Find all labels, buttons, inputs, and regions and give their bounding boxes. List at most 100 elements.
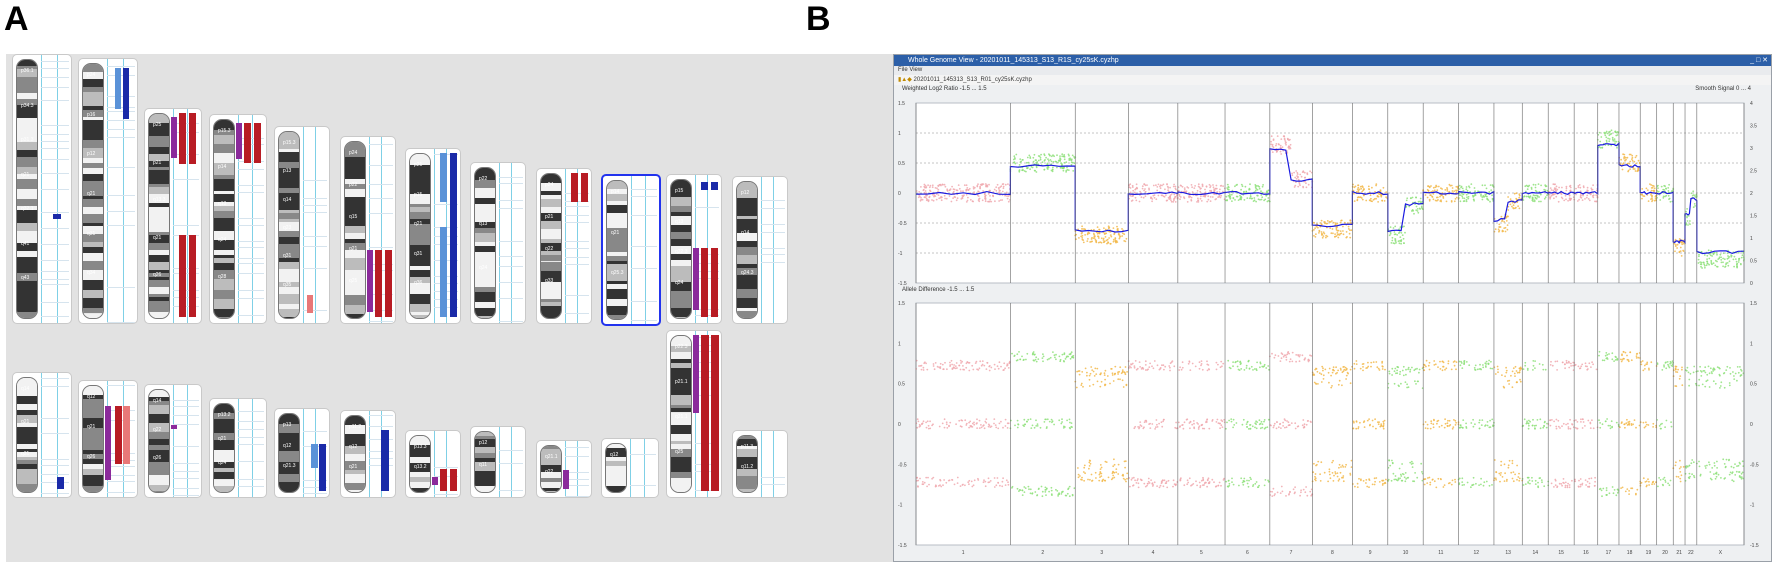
chromosome-card[interactable]: p11.2 q12 q21 <box>340 410 396 498</box>
gain-segment[interactable] <box>115 406 122 465</box>
y-tick-label-right: -0.5 <box>1750 462 1759 468</box>
loss-segment[interactable] <box>450 153 457 317</box>
toolbar-icons[interactable]: ▮▲◆ <box>898 77 914 83</box>
allele-difference-point <box>959 359 962 362</box>
chromosome-card[interactable]: p15.3 p14 q13 q24 q28 <box>209 114 267 324</box>
allele-difference-point <box>1373 477 1376 480</box>
chromosome-card[interactable]: p15.3 p13 q14 q23 q31 q35 <box>274 126 330 324</box>
allele-difference-point <box>1191 484 1193 486</box>
chromosome-card[interactable]: q12 q21 q26 <box>78 380 138 498</box>
log2-ratio-point <box>951 185 953 188</box>
gain-segment[interactable] <box>179 113 186 164</box>
chromosome-card[interactable]: p14 q21 q25.3 <box>601 174 661 326</box>
loh-segment[interactable] <box>693 335 699 413</box>
chromosome-band <box>17 317 37 318</box>
log2-ratio-point <box>952 197 954 199</box>
loss-segment[interactable] <box>57 477 64 489</box>
chromosome-card[interactable]: p12 q11 <box>470 426 526 498</box>
chromosome-card[interactable]: q12 <box>601 438 659 498</box>
chromosome-card[interactable]: p22 q13 q24 <box>470 162 526 324</box>
gain-segment[interactable] <box>581 173 588 202</box>
band-label: p25 <box>153 122 162 128</box>
bottom-track-area[interactable] <box>915 302 1745 546</box>
chromosome-card[interactable]: q21.1 q22 <box>536 440 592 498</box>
loh-segment[interactable] <box>432 477 438 486</box>
chromosome-card[interactable]: p22.3 p21.1 q21.1 q25 <box>666 330 722 498</box>
allele-difference-point <box>1197 426 1200 429</box>
chromosome-card[interactable]: p24 p21 q22 q33 <box>536 168 592 324</box>
allele-difference-point <box>1006 363 1009 365</box>
chromosome-card[interactable]: q14 q21 q31 <box>12 372 72 498</box>
loss-segment[interactable] <box>701 181 708 191</box>
chromosome-band <box>345 219 365 226</box>
allele-difference-point <box>1042 355 1045 358</box>
gain-segment[interactable] <box>450 468 457 491</box>
chromosome-card[interactable]: p25 p21 q13.3 q21 q26 <box>144 108 202 324</box>
mosaic-loss-segment[interactable] <box>311 444 318 468</box>
loh-segment[interactable] <box>693 248 699 311</box>
loss-segment[interactable] <box>123 68 129 119</box>
chromosome-card[interactable]: p13 q12 q21.3 <box>274 408 330 498</box>
loss-segment[interactable] <box>319 444 326 491</box>
allele-difference-point <box>1054 356 1056 359</box>
log2-ratio-point <box>1293 186 1296 188</box>
log2-ratio-point <box>1012 161 1015 164</box>
loh-segment[interactable] <box>367 250 373 312</box>
chromosome-band <box>279 450 299 457</box>
allele-difference-point <box>1058 419 1061 422</box>
chromosome-card[interactable]: p21 p15 q21 q31 q36 <box>405 148 461 324</box>
gain-segment[interactable] <box>571 173 578 202</box>
chromosome-card[interactable]: p36.1 p34.3 p31.3 q21 q32.1 q41 q43 <box>12 54 72 324</box>
mosaic-loss-segment[interactable] <box>115 68 121 109</box>
allele-difference-point <box>1082 385 1084 388</box>
menu-bar[interactable]: File View <box>894 66 1771 75</box>
allele-difference-point <box>934 362 937 364</box>
gain-segment[interactable] <box>711 248 718 317</box>
loss-segment[interactable] <box>381 430 389 491</box>
allele-difference-point <box>1346 371 1349 374</box>
mosaic-gain-segment[interactable] <box>307 294 313 314</box>
loh-segment[interactable] <box>171 117 177 158</box>
gain-segment[interactable] <box>189 113 196 164</box>
log2-ratio-point <box>1123 240 1126 242</box>
loh-segment[interactable] <box>105 406 111 481</box>
gain-segment[interactable] <box>701 248 708 317</box>
gain-segment[interactable] <box>701 335 709 491</box>
allele-difference-point <box>1001 485 1004 488</box>
gain-segment[interactable] <box>375 250 382 317</box>
gain-segment[interactable] <box>179 235 186 317</box>
chromosome-card[interactable]: p24 p16 p12 q21 q31 q34 <box>78 58 138 324</box>
chromosome-band <box>279 261 299 270</box>
allele-difference-point <box>1507 466 1510 469</box>
chromosome-card[interactable]: p13.3 q13.2 <box>405 430 461 498</box>
allele-difference-point <box>1608 353 1610 355</box>
gain-segment[interactable] <box>385 250 392 317</box>
loh-segment[interactable] <box>171 424 177 429</box>
gain-segment[interactable] <box>440 468 447 491</box>
allele-difference-point <box>1406 383 1408 386</box>
chromosome-band <box>345 282 365 291</box>
chromosome-card[interactable]: p15 q13 q22.3 q24 <box>666 174 722 324</box>
mosaic-gain-segment[interactable] <box>123 406 130 465</box>
gain-segment[interactable] <box>189 235 196 317</box>
allele-difference-point <box>1628 490 1630 492</box>
chromosome-card[interactable]: p13.2 q21 q24 <box>209 398 267 498</box>
chromosome-card[interactable]: p11.3 q11.2 <box>732 430 788 498</box>
mosaic-loss-segment[interactable] <box>440 153 447 203</box>
window-control-buttons[interactable]: _ □ ✕ <box>1750 57 1768 64</box>
allele-difference-point <box>1407 476 1410 479</box>
gain-segment[interactable] <box>254 122 261 163</box>
genome-plot[interactable]: 1.510.50-0.5-1-1.543.532.521.510.501.510… <box>894 93 1771 561</box>
loss-segment[interactable] <box>711 181 718 191</box>
chromosome-card[interactable]: q14 q22 q26 <box>144 384 202 498</box>
chromosome-card[interactable]: p24 p22 q15 q21 q25 <box>340 136 396 324</box>
loh-segment[interactable] <box>563 470 569 489</box>
gain-segment[interactable] <box>711 335 719 491</box>
chromosome-card[interactable]: p12 q14 q24.3 <box>732 176 788 324</box>
gain-segment[interactable] <box>244 122 251 163</box>
mosaic-loss-segment[interactable] <box>440 226 447 317</box>
loss-segment[interactable] <box>53 213 61 219</box>
loh-segment[interactable] <box>236 122 242 159</box>
log2-ratio-point <box>1553 193 1555 196</box>
log2-ratio-point <box>1140 196 1143 199</box>
